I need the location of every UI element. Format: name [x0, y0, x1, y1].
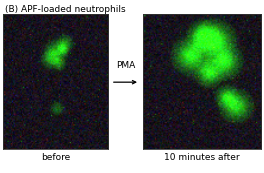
- Text: (B) APF-loaded neutrophils: (B) APF-loaded neutrophils: [5, 5, 126, 14]
- Text: PMA: PMA: [116, 61, 135, 70]
- Text: 10 minutes after: 10 minutes after: [164, 153, 240, 162]
- Text: before: before: [41, 153, 70, 162]
